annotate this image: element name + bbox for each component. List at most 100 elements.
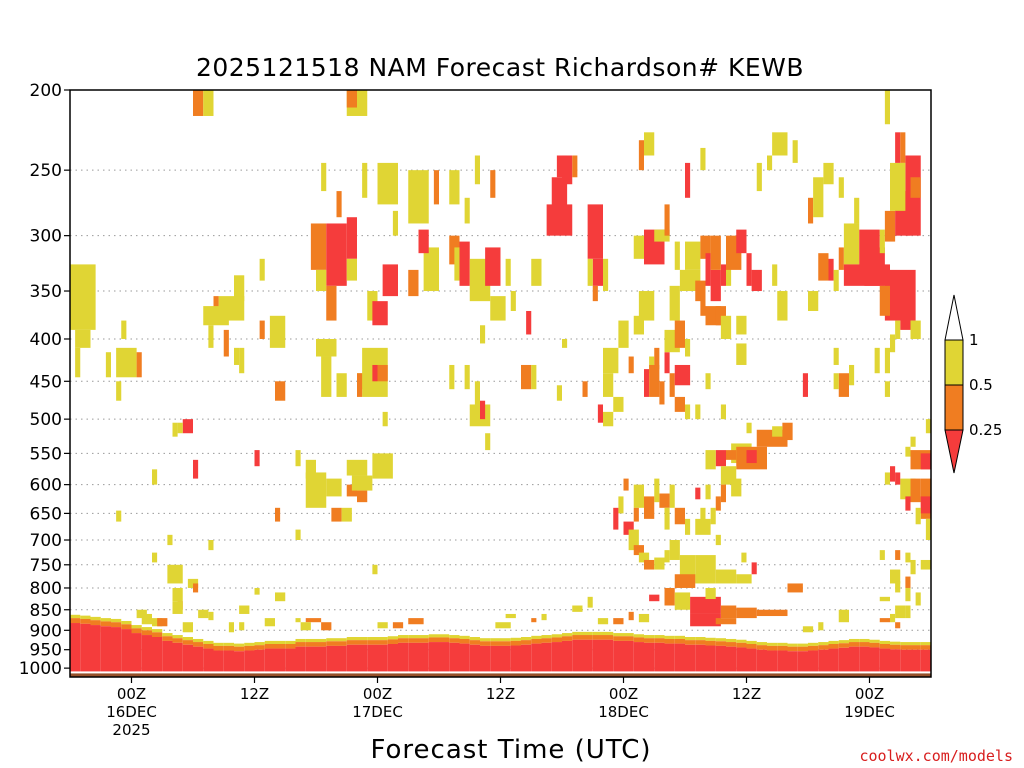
data-patch: [710, 507, 716, 525]
data-patch: [295, 529, 301, 541]
data-patch: [685, 162, 691, 198]
boundary-band: [613, 636, 624, 641]
data-patch: [459, 241, 470, 286]
boundary-fringe: [326, 638, 337, 642]
data-patch: [433, 170, 439, 205]
boundary-band: [367, 640, 378, 645]
data-patch: [638, 613, 650, 623]
data-patch: [372, 564, 378, 575]
boundary-fringe: [172, 635, 183, 639]
boundary-fringe: [70, 614, 81, 619]
boundary-fringe: [756, 642, 767, 646]
data-patch: [818, 253, 829, 281]
boundary-fringe: [449, 635, 460, 639]
boundary-band: [100, 621, 111, 627]
boundary-core: [582, 639, 593, 673]
y-tick-label: 300: [30, 227, 62, 247]
boundary-fringe: [746, 640, 757, 644]
data-patch: [925, 518, 931, 541]
boundary-core: [849, 646, 860, 673]
data-patch: [603, 347, 619, 374]
data-patch: [910, 478, 921, 503]
y-tick-label: 450: [30, 372, 62, 392]
data-patch: [849, 364, 855, 386]
boundary-band: [387, 639, 398, 644]
data-patch: [895, 320, 901, 339]
boundary-fringe: [316, 638, 327, 643]
boundary-core: [603, 639, 614, 673]
boundary-fringe: [121, 620, 132, 625]
boundary-core: [910, 649, 921, 673]
boundary-band: [234, 646, 245, 652]
boundary-fringe: [80, 615, 91, 619]
colorbar-bin: [944, 339, 964, 386]
y-tick-label: 400: [30, 330, 62, 350]
data-patch: [239, 622, 245, 631]
data-patches: [70, 90, 931, 633]
boundary-core: [398, 642, 409, 673]
data-patch: [603, 258, 609, 292]
data-patch: [925, 419, 931, 434]
boundary-core: [777, 650, 788, 673]
data-patch: [685, 338, 691, 357]
data-patch: [336, 373, 347, 397]
boundary-core: [193, 646, 204, 673]
boundary-band: [695, 640, 706, 645]
data-patch: [700, 507, 706, 525]
data-patch: [336, 191, 342, 218]
data-patch: [295, 618, 301, 623]
data-patch: [726, 450, 737, 460]
surface-line: [70, 671, 931, 674]
data-patch: [193, 459, 199, 479]
boundary-fringe: [254, 642, 265, 646]
data-patch: [879, 229, 885, 254]
data-patch: [705, 587, 716, 600]
data-patch: [638, 291, 655, 321]
x-tick-label: 19DEC: [844, 703, 895, 721]
x-tick-label: 18DEC: [598, 703, 649, 721]
boundary-fringe: [849, 638, 860, 643]
boundary-fringe: [521, 637, 532, 641]
boundary-fringe: [910, 642, 921, 646]
data-patch: [485, 247, 501, 286]
data-patch: [674, 507, 685, 525]
data-patch: [239, 347, 245, 374]
boundary-band: [326, 641, 337, 646]
data-patch: [710, 269, 721, 302]
data-patch: [182, 419, 193, 434]
boundary-fringe: [531, 635, 542, 639]
data-patch: [613, 618, 624, 625]
boundary-core: [890, 649, 901, 673]
boundary-fringe: [603, 631, 614, 636]
boundary-band: [305, 642, 316, 647]
boundary-core: [808, 650, 819, 673]
data-patch: [613, 396, 624, 412]
data-patch: [321, 162, 327, 192]
data-patch: [920, 496, 931, 514]
data-patch: [326, 478, 342, 497]
boundary-band: [838, 643, 849, 648]
data-patch: [556, 385, 562, 401]
data-patch: [572, 155, 578, 178]
data-patch: [782, 422, 793, 441]
boundary-core: [869, 647, 880, 673]
boundary-band: [213, 645, 224, 651]
data-patch: [664, 550, 670, 563]
data-patch: [449, 170, 460, 205]
data-patch: [167, 534, 173, 546]
data-patch: [884, 347, 890, 374]
data-patch: [628, 356, 634, 374]
data-patch: [505, 258, 511, 286]
data-patch: [121, 320, 127, 339]
boundary-band: [182, 640, 193, 645]
data-patch: [316, 269, 327, 292]
boundary-fringe: [90, 616, 101, 621]
data-patch: [382, 411, 388, 427]
data-patch: [879, 550, 885, 560]
data-patch: [152, 469, 158, 485]
boundary-band: [849, 642, 860, 647]
data-patch: [649, 356, 655, 374]
data-patch: [838, 609, 849, 623]
data-patch: [705, 450, 716, 470]
boundary-core: [562, 640, 573, 673]
